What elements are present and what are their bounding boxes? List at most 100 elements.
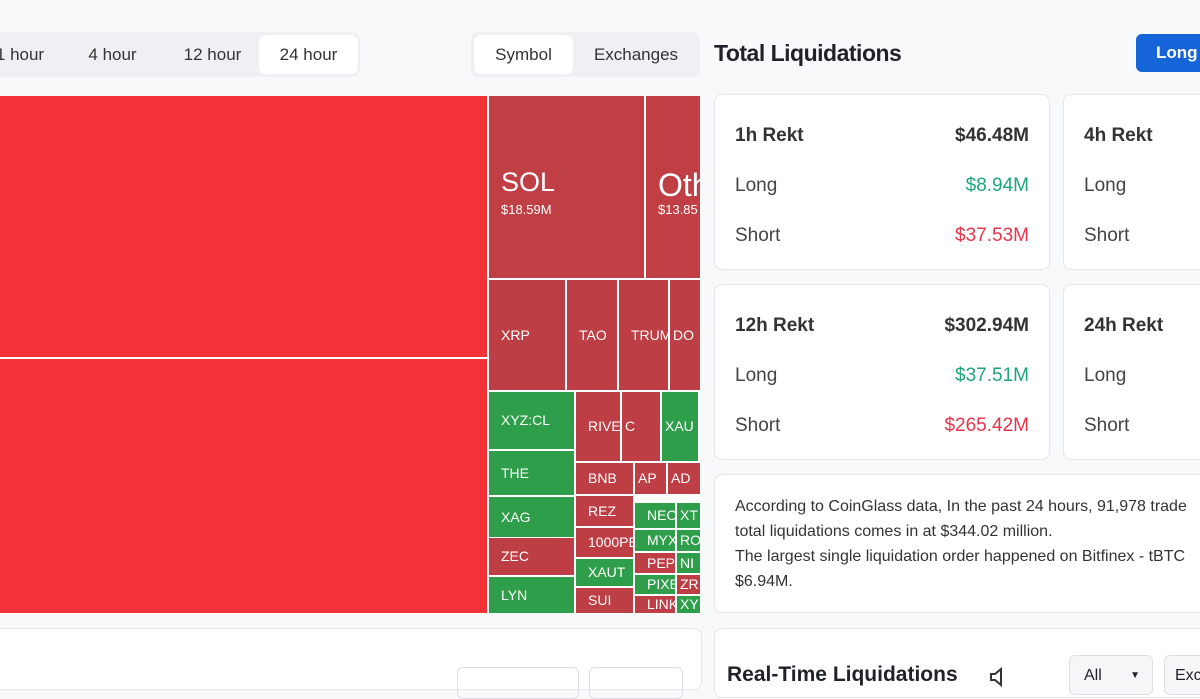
tile-label: RIVE — [588, 418, 620, 435]
card-row: Long — [1084, 365, 1200, 389]
card-row: Long $37.51M — [735, 365, 1029, 389]
card-label: Short — [1084, 415, 1130, 436]
card-label: Long — [735, 175, 778, 196]
tile-label: XYZ:CL — [501, 412, 551, 429]
card-value: $302.94M — [944, 315, 1029, 336]
treemap-tile[interactable]: TAO — [567, 280, 617, 390]
treemap-tile[interactable]: Oth$13.85 — [646, 96, 700, 278]
realtime-title: Real-Time Liquidations — [727, 663, 958, 686]
card-label: Short — [735, 415, 781, 436]
page: { "time_tabs": ["1 hour", "4 hour", "12 … — [0, 32, 1200, 699]
sound-icon[interactable] — [987, 665, 1011, 689]
bottom-panel — [0, 628, 702, 699]
treemap-tile[interactable]: ZEC — [489, 538, 574, 575]
control[interactable] — [589, 667, 683, 699]
tile-label: 1000PE — [588, 534, 633, 551]
treemap: SOL $18.59M Oth$13.85 XRP TAO TRUM DO XYZ:CL THE… — [0, 96, 700, 613]
time-tab[interactable]: 12 hour — [183, 45, 242, 64]
tile-label: BNB — [588, 470, 617, 487]
card-label: 1h Rekt — [735, 125, 804, 146]
filter-dropdown[interactable]: All ▼ — [1069, 655, 1153, 695]
treemap-tile[interactable]: XT — [677, 503, 700, 528]
view-tab[interactable]: Symbol — [474, 35, 573, 74]
card-label: Long — [735, 365, 778, 386]
card-value: $265.42M — [944, 415, 1029, 436]
treemap-tile[interactable]: TRUM — [619, 280, 668, 390]
treemap-tile[interactable]: XY — [677, 596, 700, 613]
summary-line: According to CoinGlass data, In the past… — [735, 498, 1187, 515]
treemap-tile[interactable]: PEP — [635, 553, 675, 573]
long-button[interactable]: Long — [1136, 34, 1200, 72]
exchange-button[interactable]: Exc — [1164, 655, 1200, 695]
tile-label: TRUM — [631, 326, 668, 343]
summary-line: $6.94M. — [735, 573, 793, 590]
treemap-tile[interactable] — [0, 96, 487, 357]
tile-label: THE — [501, 464, 529, 481]
tile-label: LYN — [501, 586, 528, 603]
treemap-tile[interactable]: LYN — [489, 577, 574, 613]
tile-label: DO — [673, 326, 694, 343]
treemap-tile[interactable]: LINK — [635, 596, 675, 613]
card-row: Long — [1084, 175, 1200, 199]
treemap-tile[interactable]: THE — [489, 451, 574, 495]
tile-label: RO — [680, 532, 700, 549]
treemap-tile[interactable]: AP — [635, 463, 666, 494]
treemap-tile[interactable]: AD — [668, 463, 700, 494]
tile-label: C — [625, 418, 636, 435]
card-label: Short — [1084, 225, 1130, 246]
summary-line: The largest single liquidation order hap… — [735, 548, 1186, 565]
treemap-tile[interactable]: XAG — [489, 497, 574, 537]
treemap-tile[interactable]: REZ — [576, 496, 633, 526]
treemap-tile[interactable]: XRP — [489, 280, 565, 390]
tile-label: MYX — [647, 532, 675, 549]
view-tabs: Symbol Exchanges — [471, 32, 700, 77]
rekt-card: 12h Rekt $302.94M Long $37.51M Short $265.42M — [714, 284, 1050, 460]
treemap-tile[interactable]: MYX — [635, 530, 675, 551]
card-row: 4h Rekt — [1084, 125, 1200, 149]
treemap-tile[interactable]: SOL $18.59M — [489, 96, 644, 278]
treemap-tile[interactable]: DO — [670, 280, 700, 390]
card-row: 1h Rekt $46.48M — [735, 125, 1029, 149]
tile-label: TAO — [579, 326, 607, 343]
treemap-tile[interactable]: 1000PE — [576, 528, 633, 557]
treemap-tile[interactable]: RIVE — [576, 392, 620, 461]
card-row: Short — [1084, 415, 1200, 439]
treemap-tile[interactable]: RO — [677, 530, 700, 551]
tile-label: XAU — [665, 418, 694, 435]
control[interactable] — [457, 667, 579, 699]
treemap-tile[interactable]: XAUT — [576, 559, 633, 586]
treemap-tile[interactable]: XYZ:CL — [489, 392, 574, 449]
tile-label: LINK — [647, 596, 675, 613]
treemap-tile[interactable]: XAU — [662, 392, 698, 461]
treemap-tile[interactable]: BNB — [576, 463, 633, 494]
time-tab[interactable]: 1 hour — [0, 45, 45, 64]
treemap-tile[interactable]: NI — [677, 553, 700, 573]
tile-label: XY — [680, 596, 699, 613]
card-value: $37.53M — [955, 225, 1029, 246]
treemap-tile[interactable]: ZR — [677, 575, 700, 594]
time-tabs: 1 hour 4 hour 12 hour 24 hour — [0, 32, 360, 77]
tile-label: AP — [638, 470, 657, 487]
time-tab[interactable]: 24 hour — [259, 35, 358, 74]
card-label: Long — [1084, 175, 1127, 196]
treemap-tile[interactable]: PIXE — [635, 575, 675, 594]
treemap-tile[interactable]: NEO — [635, 503, 675, 528]
realtime-card: Real-Time Liquidations All ▼ Exc — [714, 628, 1200, 698]
treemap-tile[interactable] — [0, 359, 487, 613]
tile-label: REZ — [588, 502, 616, 519]
card-value: $46.48M — [955, 125, 1029, 146]
tile-label: ZR — [680, 576, 699, 593]
treemap-tile[interactable]: SUI — [576, 588, 633, 613]
view-tab[interactable]: Exchanges — [593, 45, 679, 64]
treemap-tile[interactable]: C — [622, 392, 660, 461]
card-label: 24h Rekt — [1084, 315, 1164, 336]
card-row: Long $8.94M — [735, 175, 1029, 199]
card-label: Long — [1084, 365, 1127, 386]
summary-line: total liquidations comes in at $344.02 m… — [735, 523, 1053, 540]
rekt-card: 24h Rekt Long Short — [1063, 284, 1200, 460]
card-label: 12h Rekt — [735, 315, 815, 336]
time-tab[interactable]: 4 hour — [88, 45, 137, 64]
card-value: $8.94M — [965, 175, 1029, 196]
card-label: Short — [735, 225, 781, 246]
panel-title: Total Liquidations — [714, 40, 902, 66]
